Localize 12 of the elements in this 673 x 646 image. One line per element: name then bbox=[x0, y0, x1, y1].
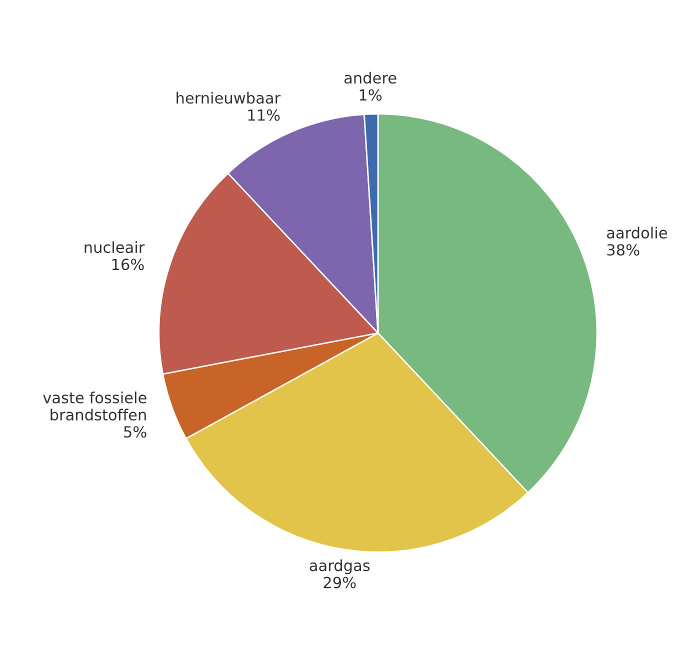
slice-label: hernieuwbaar bbox=[176, 92, 281, 104]
data-label: 38% bbox=[607, 244, 640, 256]
slice-label: aardolie bbox=[607, 226, 667, 239]
slice-label: andere bbox=[344, 72, 396, 84]
slice-label: aardgas bbox=[310, 559, 370, 574]
slice-label: vaste fossiele brandstoffen bbox=[43, 392, 146, 421]
slice-label: nucleair bbox=[84, 241, 145, 254]
data-label: 1% bbox=[360, 89, 382, 101]
data-label: 29% bbox=[324, 576, 356, 588]
data-label: 16% bbox=[112, 258, 144, 270]
data-label: 11% bbox=[248, 109, 280, 121]
data-label: 5% bbox=[124, 426, 146, 438]
